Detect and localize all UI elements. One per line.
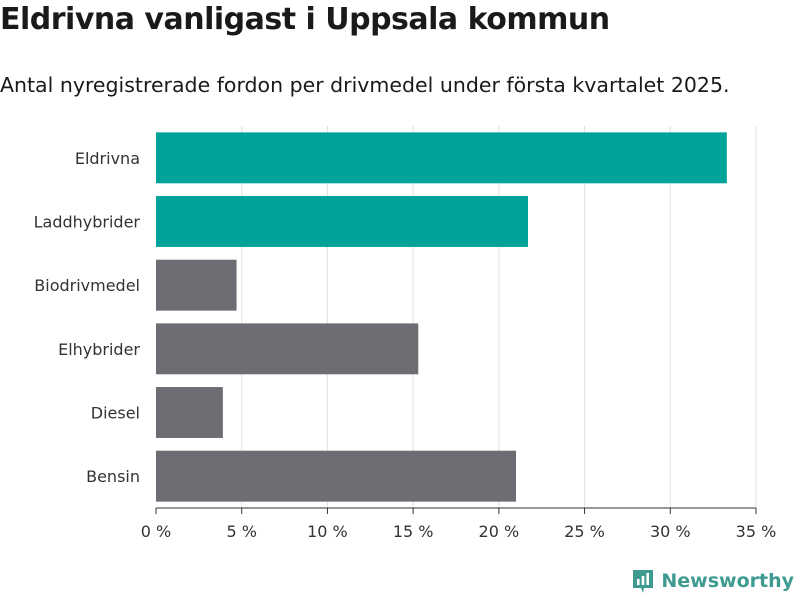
x-tick-label: 10 % <box>307 522 348 541</box>
category-label: Laddhybrider <box>34 213 141 232</box>
x-tick-label: 0 % <box>141 522 171 541</box>
bar-biodrivmedel <box>156 259 237 311</box>
x-tick-label: 5 % <box>226 522 256 541</box>
x-tick-label: 35 % <box>736 522 777 541</box>
bar-eldrivna <box>156 132 727 184</box>
grid-lines <box>241 126 757 508</box>
x-tick-label: 25 % <box>564 522 605 541</box>
bar-elhybrider <box>156 323 419 375</box>
bar-laddhybrider <box>156 196 528 247</box>
category-label: Biodrivmedel <box>34 276 140 295</box>
bars <box>156 132 727 502</box>
category-labels: Eldrivna Laddhybrider Biodrivmedel Elhybrid… <box>34 149 141 486</box>
bar-bensin <box>156 450 516 502</box>
chart-subtitle: Antal nyregistrerade fordon per drivmede… <box>0 73 730 97</box>
category-label: Diesel <box>91 404 140 423</box>
category-label: Eldrivna <box>75 149 140 168</box>
x-tick-label: 20 % <box>479 522 520 541</box>
x-tick-label: 15 % <box>393 522 434 541</box>
x-tick-label: 30 % <box>650 522 691 541</box>
category-label: Elhybrider <box>58 340 140 359</box>
x-axis: 0 % 5 % 10 % 15 % 20 % 25 % 30 % 35 % <box>141 507 777 541</box>
category-label: Bensin <box>86 467 140 486</box>
newsworthy-logo: Newsworthy <box>631 568 794 594</box>
bar-diesel <box>156 387 223 438</box>
chart-title: Eldrivna vanligast i Uppsala kommun <box>0 2 610 37</box>
brand-name: Newsworthy <box>661 570 794 592</box>
newsworthy-icon <box>633 570 654 593</box>
